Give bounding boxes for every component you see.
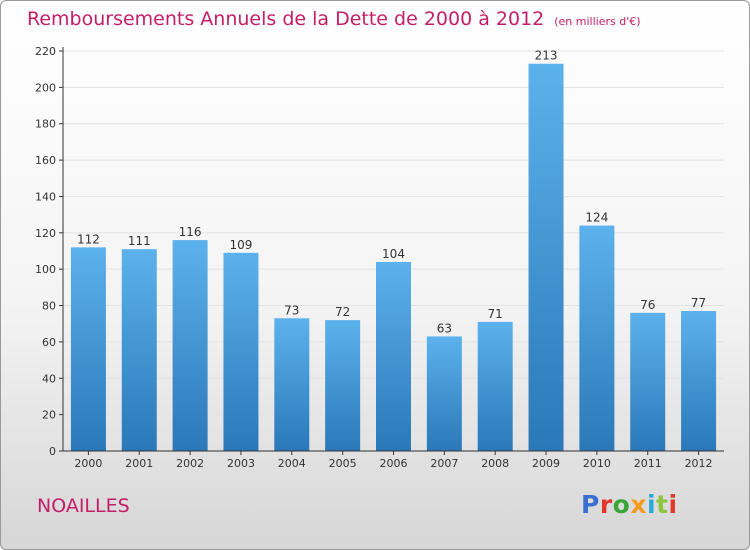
bars: 112 111 116 109 73 72 104 63 71 213 124 76 77: [70, 49, 717, 452]
bar-value-label: 124: [585, 211, 608, 225]
chart-title: Remboursements Annuels de la Dette de 20…: [27, 8, 641, 30]
x-tick-label: 2012: [685, 457, 713, 470]
bar-2004: [274, 318, 310, 451]
x-tick-label: 2010: [583, 457, 611, 470]
bar-2008: [477, 321, 513, 451]
y-tick-label: 80: [42, 300, 56, 313]
y-tick-label: 20: [42, 409, 56, 422]
x-tick-label: 2003: [227, 457, 255, 470]
x-tick-label: 2009: [532, 457, 560, 470]
axes: 0 20 40 60 80 100 120 140 160 180 200 220 2000 2001 20…: [35, 45, 724, 470]
logo-letter: x: [630, 490, 647, 519]
logo-letter: t: [656, 490, 669, 519]
y-tick-label: 0: [49, 445, 56, 458]
logo-letter: i: [668, 490, 678, 519]
bar-2001: [121, 249, 157, 451]
bar-value-label: 111: [128, 234, 151, 248]
bar-2010: [579, 225, 615, 451]
logo-letter: P: [581, 490, 600, 519]
x-tick-label: 2001: [125, 457, 153, 470]
x-tick-label: 2011: [634, 457, 662, 470]
bar-2006: [376, 261, 411, 451]
y-tick-label: 220: [35, 45, 56, 58]
bar-2005: [325, 320, 361, 451]
x-tick-label: 2007: [430, 457, 458, 470]
x-tick-label: 2005: [329, 457, 357, 470]
bar-value-label: 72: [335, 305, 350, 319]
bar-2011: [630, 312, 666, 451]
bar-value-label: 76: [640, 298, 655, 312]
bar-2009: [528, 63, 564, 452]
y-tick-label: 180: [35, 118, 56, 131]
y-tick-label: 200: [35, 81, 56, 94]
y-tick-label: 60: [42, 336, 56, 349]
bar-value-label: 116: [179, 225, 202, 239]
logo-letter: i: [647, 490, 657, 519]
proxiti-logo[interactable]: Proxiti: [581, 490, 678, 519]
bar-2000: [70, 247, 106, 451]
bar-2002: [172, 240, 208, 451]
bar-value-label: 73: [284, 303, 299, 317]
chart-title-main: Remboursements Annuels de la Dette de 20…: [27, 8, 545, 30]
x-tick-label: 2002: [176, 457, 204, 470]
bar-2003: [223, 252, 259, 451]
bar-2007: [426, 336, 462, 451]
y-tick-label: 40: [42, 372, 56, 385]
bar-value-label: 71: [488, 307, 503, 321]
bar-value-label: 104: [382, 247, 405, 261]
logo-letter: o: [612, 490, 631, 519]
y-tick-label: 140: [35, 190, 56, 203]
chart-title-unit: (en milliers d'€): [554, 15, 641, 28]
bar-2012: [681, 311, 717, 451]
x-tick-label: 2000: [74, 457, 102, 470]
bar-value-label: 63: [437, 321, 452, 335]
x-tick-label: 2006: [380, 457, 408, 470]
commune-name: NOAILLES: [37, 495, 130, 517]
bar-value-label: 77: [691, 296, 706, 310]
x-tick-label: 2004: [278, 457, 306, 470]
bar-value-label: 213: [535, 49, 558, 63]
bar-value-label: 112: [77, 232, 100, 246]
x-tick-label: 2008: [481, 457, 509, 470]
logo-letter: r: [599, 490, 613, 519]
y-tick-label: 100: [35, 263, 56, 276]
bar-value-label: 109: [230, 238, 253, 252]
y-tick-label: 120: [35, 227, 56, 240]
y-tick-label: 160: [35, 154, 56, 167]
